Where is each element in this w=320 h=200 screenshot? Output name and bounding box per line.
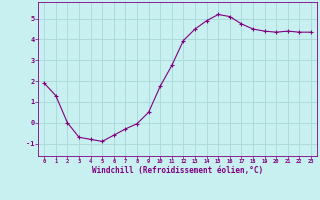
X-axis label: Windchill (Refroidissement éolien,°C): Windchill (Refroidissement éolien,°C) [92, 166, 263, 175]
